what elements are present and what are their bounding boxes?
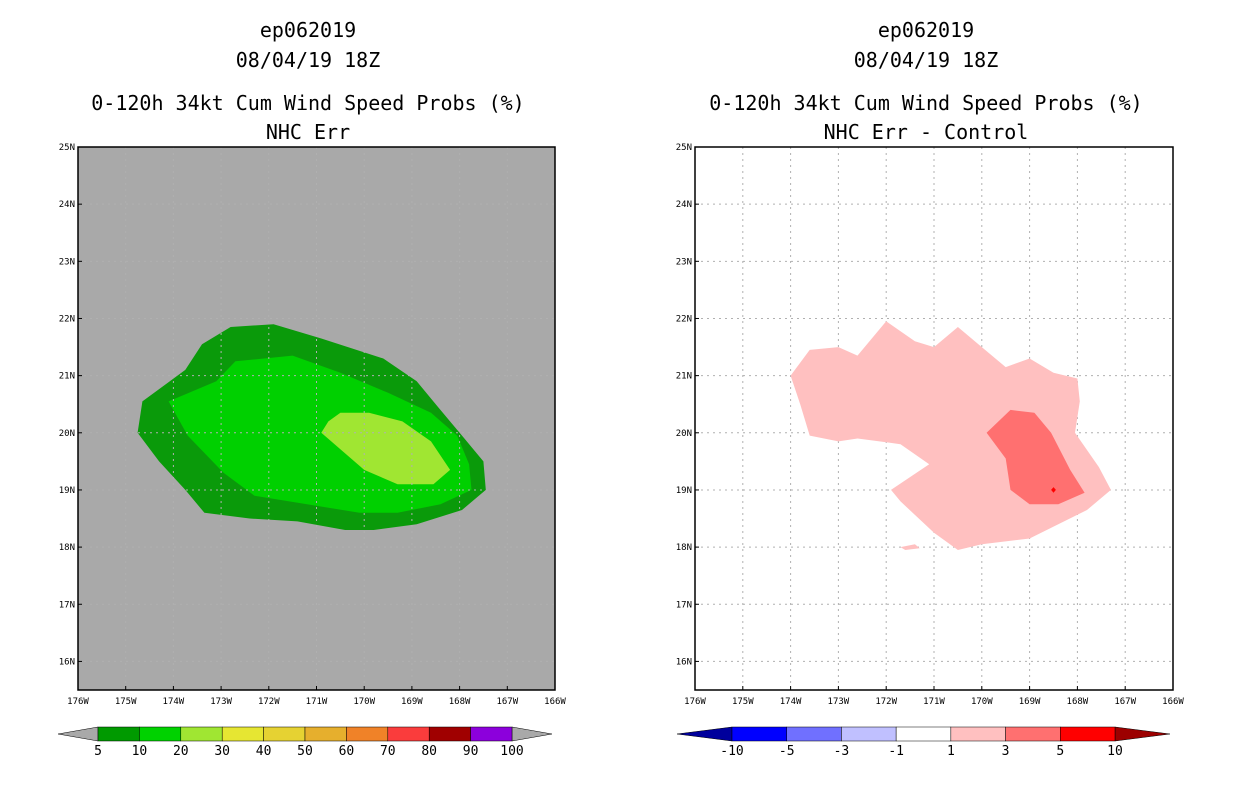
right-colorbar-label: -3: [834, 744, 850, 759]
right-contour-1-3-3: [900, 544, 920, 550]
right-xtick-label: 174W: [780, 697, 802, 707]
left-xtick-label: 176W: [67, 697, 89, 707]
right-colorbar-label: 10: [1107, 744, 1123, 759]
right-colorbar-segment: [1060, 726, 1116, 742]
right-colorbar-segment: [731, 726, 787, 742]
right-storm-id: ep062019: [878, 18, 974, 42]
right-xtick-label: 170W: [971, 697, 993, 707]
right-ytick-label: 21N: [676, 372, 692, 382]
left-colorbar-arrow-high: [511, 726, 553, 742]
left-ytick-label: 24N: [59, 200, 75, 210]
left-datetime: 08/04/19 18Z: [236, 48, 381, 72]
right-ytick-label: 19N: [676, 486, 692, 496]
left-colorbar-segment: [428, 726, 471, 742]
left-colorbar-segment: [263, 726, 306, 742]
left-colorbar-label: 10: [132, 744, 148, 759]
left-colorbar-segment: [221, 726, 264, 742]
right-ytick-label: 17N: [676, 600, 692, 610]
right-ytick-label: 18N: [676, 543, 692, 553]
left-colorbar-arrow-low: [57, 726, 99, 742]
right-colorbar-segment: [895, 726, 952, 742]
right-colorbar-arrow-low: [676, 726, 733, 742]
right-ytick-label: 23N: [676, 257, 692, 267]
left-contour-20-30-2: [321, 412, 451, 485]
right-colorbar-label: 3: [1002, 744, 1010, 759]
left-colorbar-label: 40: [256, 744, 272, 759]
right-colorbar-segment: [1005, 726, 1061, 742]
right-contour-5-10-2: [1051, 487, 1056, 493]
right-xtick-label: 169W: [1019, 697, 1041, 707]
left-ytick-label: 19N: [59, 486, 75, 496]
left-colorbar-label: 100: [500, 744, 523, 759]
right-colorbar-segment: [786, 726, 842, 742]
left-ytick-label: 18N: [59, 543, 75, 553]
left-colorbar-segment: [180, 726, 223, 742]
left-xtick-label: 167W: [496, 697, 518, 707]
right-datetime: 08/04/19 18Z: [854, 48, 999, 72]
right-xtick-label: 175W: [732, 697, 754, 707]
right-xtick-label: 168W: [1067, 697, 1089, 707]
right-chart-title: 0-120h 34kt Cum Wind Speed Probs (%): [709, 91, 1142, 115]
left-ytick-label: 25N: [59, 143, 75, 153]
left-colorbar-segment: [387, 726, 430, 742]
right-chart-subtitle: NHC Err - Control: [824, 120, 1029, 144]
left-xtick-label: 173W: [210, 697, 232, 707]
left-colorbar-label: 50: [297, 744, 313, 759]
right-xtick-label: 171W: [923, 697, 945, 707]
left-colorbar-segment: [304, 726, 347, 742]
left-xtick-label: 172W: [258, 697, 280, 707]
left-colorbar-label: 5: [94, 744, 102, 759]
left-colorbar-label: 20: [173, 744, 189, 759]
left-colorbar-label: 90: [463, 744, 479, 759]
left-xtick-label: 174W: [163, 697, 185, 707]
left-storm-id: ep062019: [260, 18, 356, 42]
left-colorbar-segment: [139, 726, 182, 742]
right-ytick-label: 16N: [676, 657, 692, 667]
right-colorbar-label: 5: [1056, 744, 1064, 759]
left-colorbar-label: 30: [214, 744, 230, 759]
right-ytick-label: 24N: [676, 200, 692, 210]
right-colorbar-segment: [841, 726, 897, 742]
left-xtick-label: 170W: [353, 697, 375, 707]
left-xtick-label: 175W: [115, 697, 137, 707]
right-panel: ep062019 08/04/19 18Z 0-120h 34kt Cum Wi…: [676, 18, 1185, 759]
left-colorbar-segment: [346, 726, 389, 742]
left-ytick-label: 17N: [59, 600, 75, 610]
right-ytick-label: 22N: [676, 314, 692, 324]
left-ytick-label: 22N: [59, 314, 75, 324]
left-ytick-label: 20N: [59, 429, 75, 439]
right-xtick-label: 167W: [1114, 697, 1136, 707]
right-colorbar-label: -1: [888, 744, 904, 759]
left-colorbar-label: 70: [380, 744, 396, 759]
left-colorbar-segment: [97, 726, 140, 742]
right-xtick-label: 166W: [1162, 697, 1184, 707]
right-xtick-label: 176W: [684, 697, 706, 707]
left-xtick-label: 169W: [401, 697, 423, 707]
left-ytick-label: 23N: [59, 257, 75, 267]
right-ytick-label: 20N: [676, 429, 692, 439]
left-xtick-label: 171W: [306, 697, 328, 707]
left-chart-title: 0-120h 34kt Cum Wind Speed Probs (%): [91, 91, 524, 115]
left-ytick-label: 16N: [59, 657, 75, 667]
left-xtick-label: 168W: [449, 697, 471, 707]
left-colorbar-label: 80: [421, 744, 437, 759]
right-xtick-label: 172W: [875, 697, 897, 707]
right-colorbar-arrow-high: [1114, 726, 1171, 742]
right-colorbar-label: 1: [947, 744, 955, 759]
right-xtick-label: 173W: [828, 697, 850, 707]
left-chart-subtitle: NHC Err: [266, 120, 350, 144]
left-colorbar-segment: [470, 726, 513, 742]
right-colorbar-label: -5: [779, 744, 795, 759]
right-ytick-label: 25N: [676, 143, 692, 153]
left-colorbar-label: 60: [339, 744, 355, 759]
left-ytick-label: 21N: [59, 372, 75, 382]
right-colorbar-label: -10: [720, 744, 743, 759]
left-xtick-label: 166W: [544, 697, 566, 707]
right-contour-3-5-1: [986, 409, 1085, 505]
right-colorbar-segment: [950, 726, 1006, 742]
left-panel: ep062019 08/04/19 18Z 0-120h 34kt Cum Wi…: [57, 18, 566, 759]
